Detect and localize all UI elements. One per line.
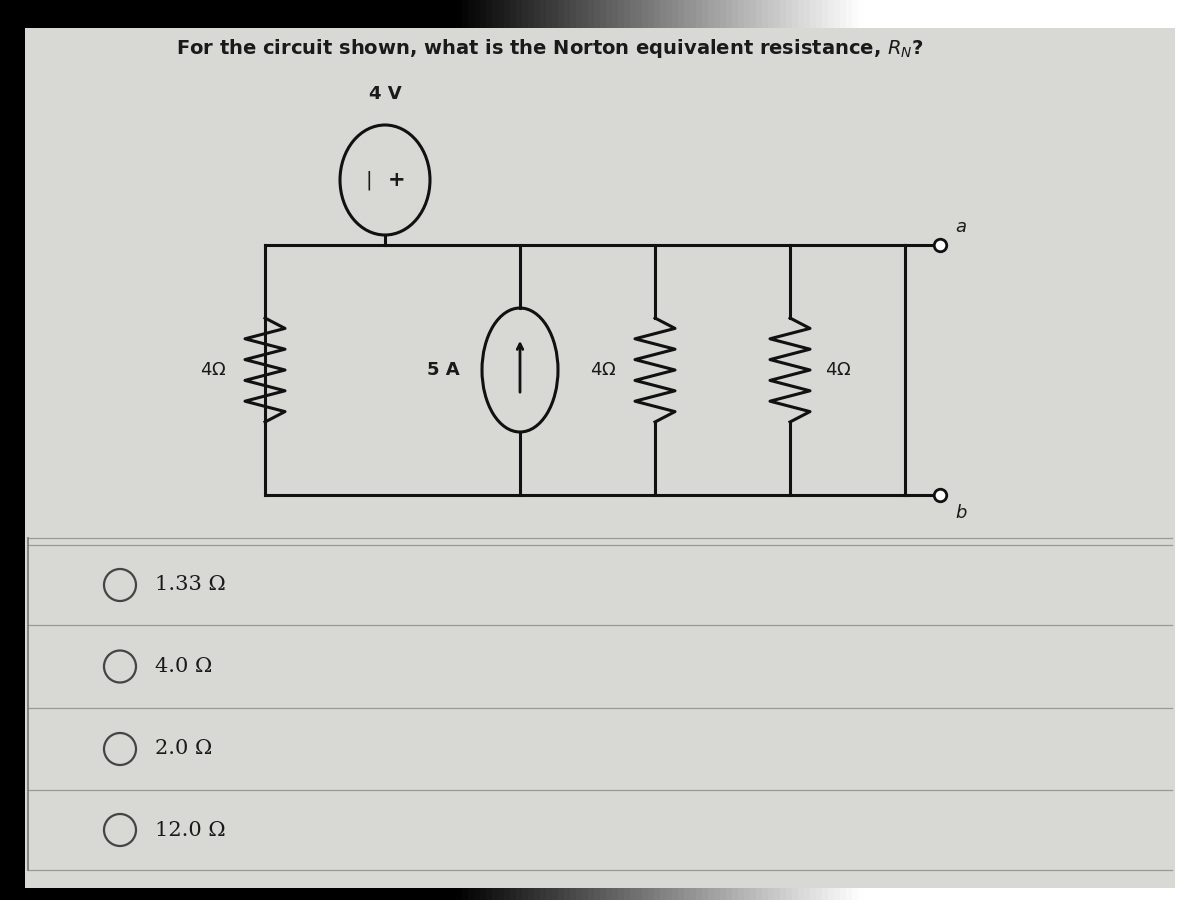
Text: +: + xyxy=(388,170,406,190)
Text: 4.0 Ω: 4.0 Ω xyxy=(155,657,212,676)
Text: 4$\Omega$: 4$\Omega$ xyxy=(824,361,851,379)
Text: 2.0 Ω: 2.0 Ω xyxy=(155,740,212,759)
Text: 5 A: 5 A xyxy=(427,361,460,379)
Text: 1.33 Ω: 1.33 Ω xyxy=(155,575,226,595)
Text: 4 V: 4 V xyxy=(368,85,401,103)
Text: 4$\Omega$: 4$\Omega$ xyxy=(199,361,227,379)
Text: 4$\Omega$: 4$\Omega$ xyxy=(589,361,617,379)
Text: 12.0 Ω: 12.0 Ω xyxy=(155,821,226,840)
Text: b: b xyxy=(955,504,966,522)
Text: For the circuit shown, what is the Norton equivalent resistance, $R_N$?: For the circuit shown, what is the Norto… xyxy=(176,37,924,59)
Text: |: | xyxy=(366,170,372,190)
Text: a: a xyxy=(955,218,966,236)
